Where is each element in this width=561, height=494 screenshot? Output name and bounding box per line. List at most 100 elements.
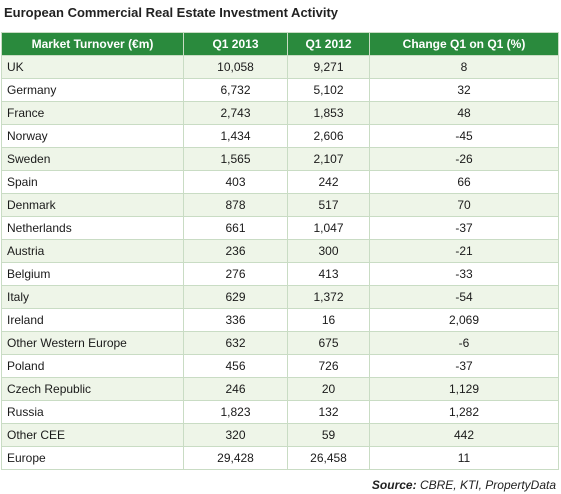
- table-row: Netherlands 661 1,047 -37: [1, 216, 559, 240]
- table-row: Europe 29,428 26,458 11: [1, 446, 559, 470]
- source-text: CBRE, KTI, PropertyData: [419, 478, 556, 492]
- cell-q1-2013: 276: [183, 262, 288, 286]
- table-row: Poland 456 726 -37: [1, 354, 559, 378]
- source-label: Source:: [371, 478, 417, 492]
- table-row: Italy 629 1,372 -54: [1, 285, 559, 309]
- cell-change: 2,069: [369, 308, 559, 332]
- table-row: Sweden 1,565 2,107 -26: [1, 147, 559, 171]
- cell-change: 11: [369, 446, 559, 470]
- cell-change: -21: [369, 239, 559, 263]
- cell-q1-2013: 629: [183, 285, 288, 309]
- cell-q1-2012: 20: [287, 377, 370, 401]
- column-header-q1-2012: Q1 2012: [287, 32, 370, 56]
- cell-market: Spain: [1, 170, 184, 194]
- cell-market: Russia: [1, 400, 184, 424]
- cell-q1-2013: 661: [183, 216, 288, 240]
- cell-q1-2013: 6,732: [183, 78, 288, 102]
- column-header-market: Market Turnover (€m): [1, 32, 184, 56]
- cell-q1-2012: 9,271: [287, 55, 370, 79]
- table-header-row: Market Turnover (€m) Q1 2013 Q1 2012 Cha…: [1, 32, 559, 56]
- cell-market: Czech Republic: [1, 377, 184, 401]
- cell-change: 66: [369, 170, 559, 194]
- cell-market: Italy: [1, 285, 184, 309]
- table-row: Norway 1,434 2,606 -45: [1, 124, 559, 148]
- cell-change: -37: [369, 216, 559, 240]
- cell-market: Ireland: [1, 308, 184, 332]
- cell-market: Other Western Europe: [1, 331, 184, 355]
- table-row: UK 10,058 9,271 8: [1, 55, 559, 79]
- cell-change: -54: [369, 285, 559, 309]
- cell-q1-2012: 675: [287, 331, 370, 355]
- cell-q1-2013: 10,058: [183, 55, 288, 79]
- cell-q1-2013: 246: [183, 377, 288, 401]
- table-row: Belgium 276 413 -33: [1, 262, 559, 286]
- cell-market: Netherlands: [1, 216, 184, 240]
- cell-market: Belgium: [1, 262, 184, 286]
- cell-change: 442: [369, 423, 559, 447]
- cell-market: UK: [1, 55, 184, 79]
- table-row: Other CEE 320 59 442: [1, 423, 559, 447]
- cell-q1-2012: 517: [287, 193, 370, 217]
- table-row: Germany 6,732 5,102 32: [1, 78, 559, 102]
- cell-q1-2013: 878: [183, 193, 288, 217]
- cell-change: 1,282: [369, 400, 559, 424]
- column-header-change: Change Q1 on Q1 (%): [369, 32, 559, 56]
- cell-change: 70: [369, 193, 559, 217]
- cell-q1-2012: 5,102: [287, 78, 370, 102]
- cell-market: Austria: [1, 239, 184, 263]
- cell-q1-2012: 2,107: [287, 147, 370, 171]
- table-row: Denmark 878 517 70: [1, 193, 559, 217]
- table-row: Other Western Europe 632 675 -6: [1, 331, 559, 355]
- cell-q1-2012: 132: [287, 400, 370, 424]
- cell-change: 8: [369, 55, 559, 79]
- cell-q1-2012: 1,853: [287, 101, 370, 125]
- cell-q1-2013: 403: [183, 170, 288, 194]
- table-row: Austria 236 300 -21: [1, 239, 559, 263]
- cell-change: -33: [369, 262, 559, 286]
- page-title: European Commercial Real Estate Investme…: [4, 5, 339, 20]
- cell-q1-2013: 29,428: [183, 446, 288, 470]
- cell-market: Denmark: [1, 193, 184, 217]
- cell-market: Poland: [1, 354, 184, 378]
- cell-q1-2013: 236: [183, 239, 288, 263]
- cell-change: -37: [369, 354, 559, 378]
- cell-market: Europe: [1, 446, 184, 470]
- cell-q1-2012: 300: [287, 239, 370, 263]
- cell-change: -6: [369, 331, 559, 355]
- cell-change: -26: [369, 147, 559, 171]
- table-row: Czech Republic 246 20 1,129: [1, 377, 559, 401]
- cell-change: -45: [369, 124, 559, 148]
- table-row: Spain 403 242 66: [1, 170, 559, 194]
- cell-q1-2013: 320: [183, 423, 288, 447]
- cell-change: 32: [369, 78, 559, 102]
- cell-q1-2012: 242: [287, 170, 370, 194]
- cell-market: France: [1, 101, 184, 125]
- cell-q1-2013: 1,823: [183, 400, 288, 424]
- cell-q1-2012: 59: [287, 423, 370, 447]
- cell-q1-2013: 456: [183, 354, 288, 378]
- source-note: Source: CBRE, KTI, PropertyData: [372, 478, 556, 492]
- cell-q1-2012: 413: [287, 262, 370, 286]
- cell-q1-2012: 2,606: [287, 124, 370, 148]
- cell-q1-2013: 632: [183, 331, 288, 355]
- column-header-q1-2013: Q1 2013: [183, 32, 288, 56]
- cell-market: Other CEE: [1, 423, 184, 447]
- cell-market: Germany: [1, 78, 184, 102]
- cell-q1-2012: 1,047: [287, 216, 370, 240]
- cell-market: Sweden: [1, 147, 184, 171]
- cell-change: 48: [369, 101, 559, 125]
- table-row: Ireland 336 16 2,069: [1, 308, 559, 332]
- cell-q1-2013: 336: [183, 308, 288, 332]
- cell-market: Norway: [1, 124, 184, 148]
- cell-q1-2012: 1,372: [287, 285, 370, 309]
- table-body: UK 10,058 9,271 8 Germany 6,732 5,102 32 France 2…: [1, 55, 559, 470]
- table-row: France 2,743 1,853 48: [1, 101, 559, 125]
- cell-q1-2012: 726: [287, 354, 370, 378]
- cell-q1-2013: 2,743: [183, 101, 288, 125]
- cell-q1-2012: 16: [287, 308, 370, 332]
- cell-q1-2012: 26,458: [287, 446, 370, 470]
- cell-q1-2013: 1,565: [183, 147, 288, 171]
- table-row: Russia 1,823 132 1,282: [1, 400, 559, 424]
- cell-q1-2013: 1,434: [183, 124, 288, 148]
- investment-table: Market Turnover (€m) Q1 2013 Q1 2012 Cha…: [1, 32, 559, 470]
